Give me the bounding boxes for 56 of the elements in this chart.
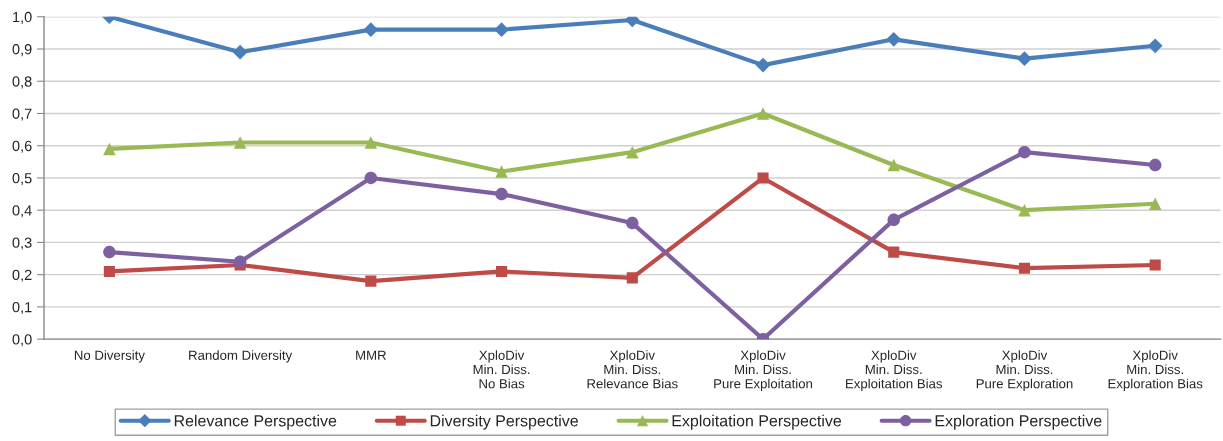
y-tick-label: 0,4 <box>12 205 32 218</box>
y-tick-label: 0,0 <box>12 334 32 347</box>
x-tick-label: XploDiv Min. Diss. Exploitation Bias <box>846 350 943 391</box>
point <box>1018 203 1031 217</box>
y-tick-label: 1,0 <box>13 11 32 24</box>
point <box>757 172 769 184</box>
point <box>886 31 902 47</box>
point <box>626 145 639 159</box>
x-tick-label: XploDiv Min. Diss. Exploration Bias <box>1108 350 1203 391</box>
point <box>1147 38 1163 54</box>
point <box>887 158 900 172</box>
point <box>1017 51 1032 67</box>
point <box>626 216 639 230</box>
point <box>1148 158 1162 172</box>
y-tick-label: 0,2 <box>12 269 32 282</box>
legend-label: Exploration Perspective <box>935 414 1102 430</box>
point <box>496 265 508 277</box>
legend-label: Diversity Perspective <box>430 414 578 430</box>
y-tick-label: 0,3 <box>12 237 32 250</box>
legend-label: Relevance Perspective <box>174 414 337 430</box>
x-tick-label: XploDiv Min. Diss. Pure Exploitation <box>714 350 813 391</box>
y-tick-label: 0,6 <box>12 140 32 153</box>
point <box>1149 259 1161 271</box>
point <box>363 22 379 38</box>
x-tick-label: XploDiv Min. Diss. No Bias <box>473 350 530 389</box>
point <box>755 57 771 73</box>
y-tick-label: 0,8 <box>12 76 32 89</box>
point <box>495 187 508 201</box>
x-tick-label: Random Diversity <box>189 350 293 363</box>
point <box>233 255 247 269</box>
y-tick-label: 0,1 <box>12 301 32 315</box>
y-tick-label: 0,7 <box>12 108 32 121</box>
point <box>103 265 115 277</box>
point <box>365 275 377 287</box>
x-tick-label: No Diversity <box>74 350 145 363</box>
point <box>232 44 248 60</box>
point <box>233 136 247 149</box>
point <box>756 107 770 120</box>
point <box>495 165 508 178</box>
point <box>1018 262 1031 274</box>
point <box>103 245 116 259</box>
point <box>494 22 509 38</box>
point <box>364 171 378 185</box>
point <box>887 213 900 227</box>
point <box>1018 145 1031 159</box>
y-tick-label: 0,5 <box>12 173 32 186</box>
y-tick-label: 0,9 <box>12 44 32 57</box>
point <box>364 136 378 149</box>
x-tick-label: MMR <box>356 350 386 360</box>
point <box>888 246 900 258</box>
legend-label: Exploitation Perspective <box>672 414 842 430</box>
x-tick-label: XploDiv Min. Diss. Pure Exploration <box>976 350 1073 391</box>
point <box>103 142 116 156</box>
point <box>626 272 638 284</box>
x-tick-label: XploDiv Min. Diss. Relevance Bias <box>587 350 678 389</box>
point <box>1148 197 1162 210</box>
